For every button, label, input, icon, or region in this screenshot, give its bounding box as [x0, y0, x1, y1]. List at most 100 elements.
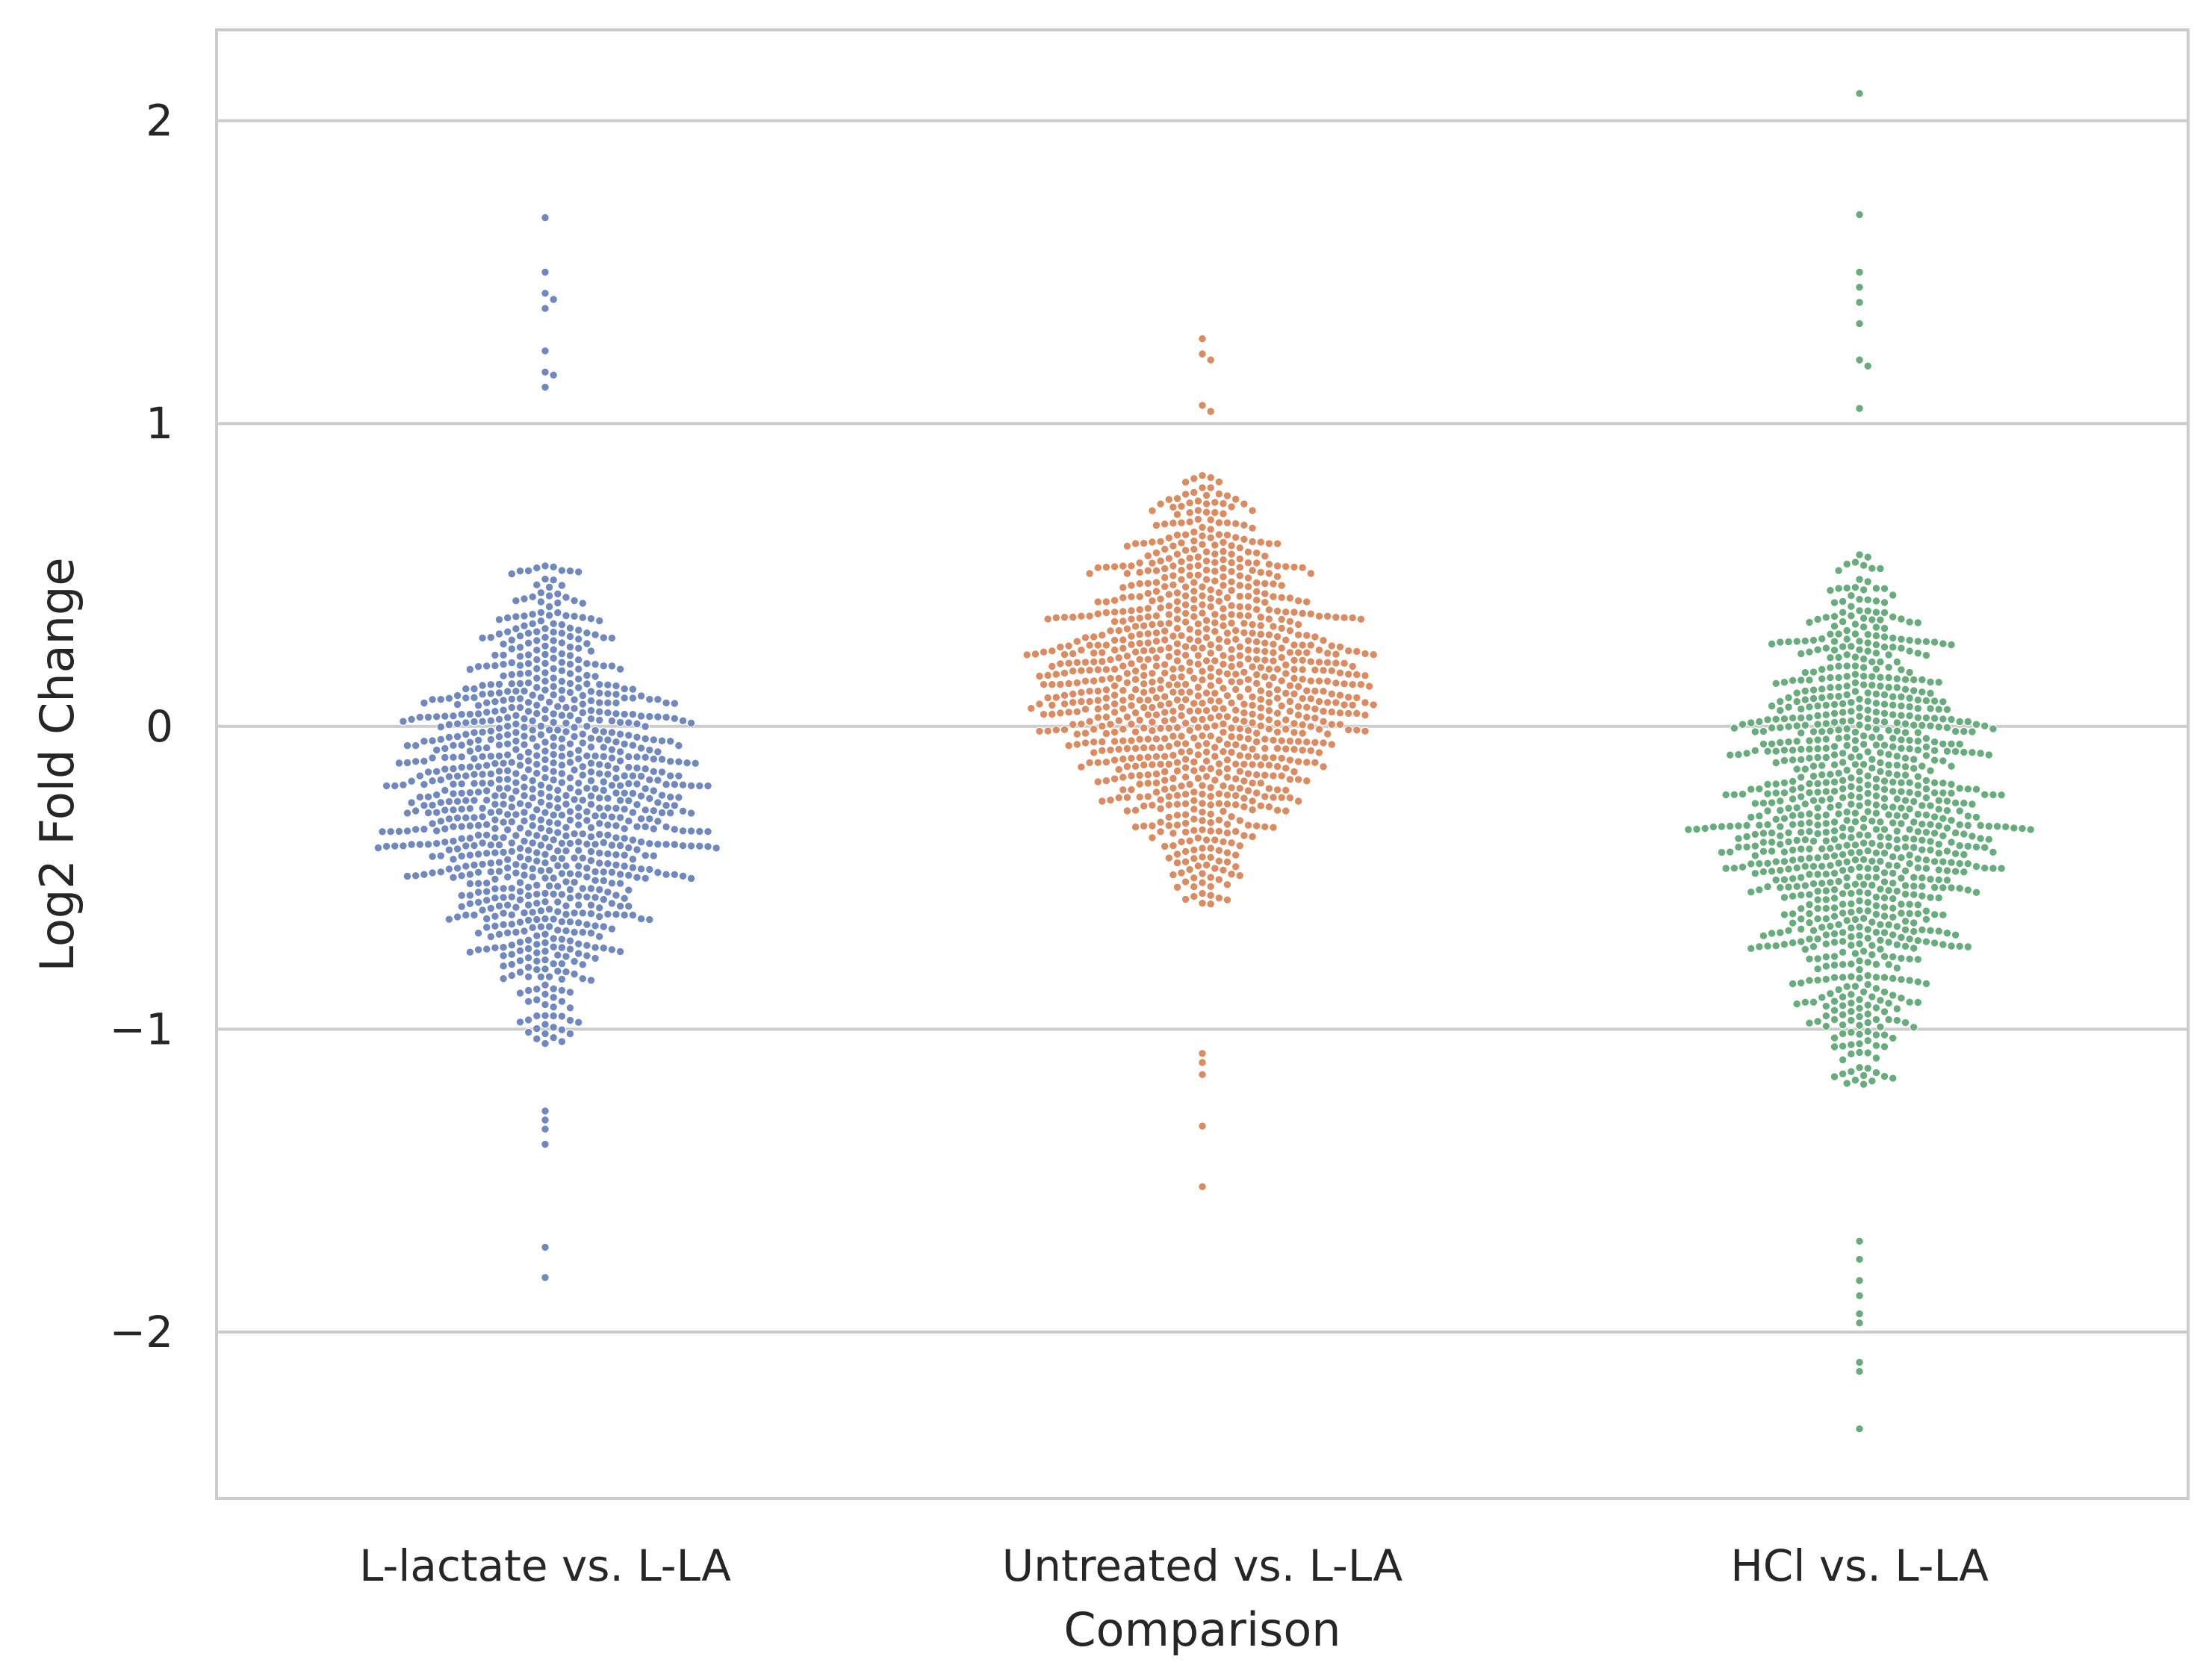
data-point	[1876, 833, 1885, 841]
data-point	[578, 708, 587, 718]
data-point	[570, 695, 579, 704]
data-point	[1838, 960, 1848, 969]
data-point	[1261, 589, 1270, 598]
data-point	[615, 879, 625, 888]
data-point	[1231, 715, 1240, 724]
data-point	[1847, 1049, 1856, 1059]
data-point	[1181, 530, 1190, 539]
data-point	[578, 796, 587, 805]
data-point	[1227, 550, 1236, 559]
data-point	[1298, 694, 1307, 703]
data-point	[612, 764, 621, 774]
data-point	[1905, 735, 1914, 745]
data-point	[1884, 650, 1893, 659]
data-point	[544, 818, 554, 827]
data-point	[565, 807, 575, 816]
data-point	[1742, 832, 1751, 841]
data-point	[686, 874, 696, 883]
data-point	[1797, 676, 1806, 685]
data-point	[1206, 809, 1215, 819]
data-point	[1868, 764, 1877, 773]
data-point	[1747, 859, 1756, 868]
data-point	[549, 709, 558, 718]
data-point	[1755, 812, 1764, 821]
data-point	[1202, 756, 1211, 765]
data-point	[1219, 704, 1228, 713]
data-point	[1830, 709, 1839, 718]
data-point	[1897, 635, 1906, 644]
data-point	[1193, 741, 1203, 750]
data-point	[612, 803, 621, 813]
data-point	[1809, 635, 1818, 645]
data-point	[1859, 947, 1868, 956]
data-point	[1897, 933, 1906, 942]
data-point	[1243, 654, 1253, 664]
data-point	[503, 713, 512, 722]
data-point	[1177, 672, 1186, 682]
data-point	[1122, 712, 1132, 721]
data-point	[544, 800, 554, 810]
data-point	[1093, 609, 1103, 618]
data-point	[578, 960, 587, 969]
data-point	[1214, 489, 1224, 499]
data-point	[482, 879, 491, 888]
data-point	[1771, 942, 1780, 951]
data-point	[1855, 319, 1864, 329]
data-point	[457, 753, 466, 762]
data-point	[1135, 559, 1144, 567]
data-point	[1947, 883, 1956, 892]
data-point	[1901, 762, 1910, 771]
data-point	[624, 816, 633, 826]
data-point	[1248, 537, 1257, 547]
data-point	[1143, 696, 1153, 705]
data-point	[1855, 793, 1864, 802]
data-point	[586, 847, 596, 856]
data-point	[1235, 767, 1245, 776]
data-point	[1110, 756, 1119, 765]
data-point	[1206, 783, 1215, 792]
data-point	[574, 788, 583, 797]
data-point	[645, 745, 654, 755]
data-point	[1064, 641, 1073, 650]
data-point	[1767, 828, 1777, 838]
data-point	[1913, 649, 1923, 658]
data-point	[1834, 809, 1843, 818]
data-point	[1989, 847, 1998, 857]
data-point	[562, 831, 571, 841]
data-point	[1190, 733, 1199, 742]
data-point	[1905, 934, 1914, 944]
data-point	[1227, 677, 1236, 686]
data-point	[1169, 732, 1178, 741]
data-point	[512, 831, 521, 840]
data-point	[1273, 561, 1282, 570]
data-point	[636, 712, 646, 721]
data-point	[1264, 689, 1274, 698]
data-point	[607, 753, 617, 762]
data-point	[499, 943, 508, 952]
data-point	[1826, 770, 1835, 779]
data-point	[612, 738, 621, 747]
data-point	[1859, 814, 1868, 824]
data-point	[1211, 704, 1220, 713]
data-point	[1910, 927, 1918, 936]
data-point	[503, 863, 512, 873]
data-point	[1306, 641, 1316, 650]
data-point	[494, 724, 504, 732]
data-point	[1855, 1425, 1864, 1434]
data-point	[486, 752, 495, 761]
data-point	[1090, 738, 1099, 747]
data-point	[1801, 998, 1810, 1007]
data-point	[1298, 665, 1307, 674]
data-point	[1273, 727, 1282, 737]
data-point	[1855, 1309, 1864, 1319]
data-point	[1152, 662, 1161, 671]
data-point	[1148, 559, 1157, 567]
data-point	[1776, 697, 1785, 706]
data-point	[615, 813, 625, 822]
data-point	[1921, 776, 1931, 785]
data-point	[515, 887, 525, 896]
data-point	[1231, 800, 1240, 809]
data-point	[1273, 762, 1282, 771]
data-point	[670, 780, 679, 789]
data-point	[1889, 930, 1898, 939]
